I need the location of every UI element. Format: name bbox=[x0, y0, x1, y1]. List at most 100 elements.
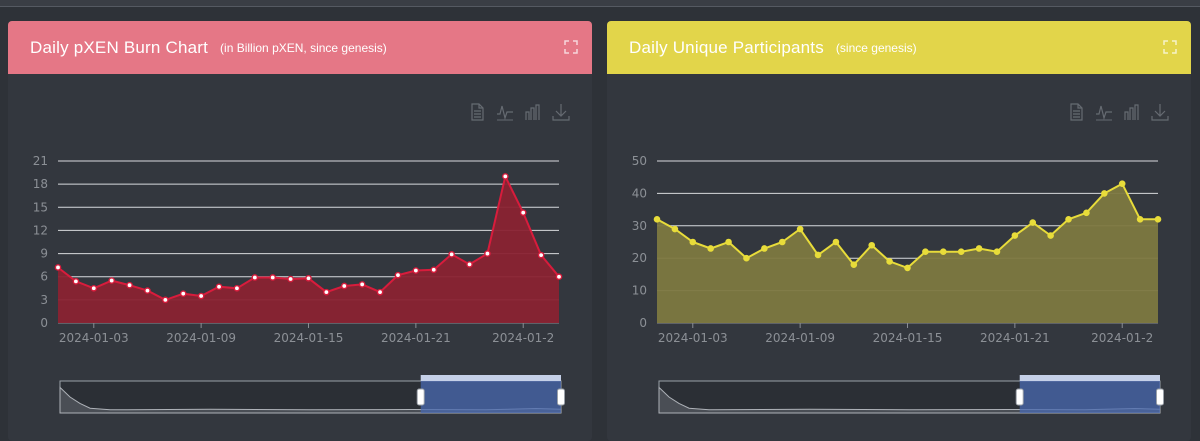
data-point[interactable] bbox=[904, 264, 911, 272]
data-point[interactable] bbox=[707, 245, 714, 252]
chart-toolbox bbox=[468, 103, 570, 121]
data-point[interactable] bbox=[126, 281, 133, 289]
data-point[interactable] bbox=[466, 261, 473, 268]
y-tick-label: 40 bbox=[632, 186, 647, 200]
data-point[interactable] bbox=[162, 296, 169, 304]
data-point[interactable] bbox=[1118, 180, 1126, 187]
participants-chart: 0 10 20 30 40 50 2024-01-03 2024-01-09 2024-01-1… bbox=[632, 154, 1164, 414]
series-area bbox=[657, 183, 1158, 323]
data-point[interactable] bbox=[269, 274, 277, 281]
data-point[interactable] bbox=[394, 271, 402, 279]
zoom-handle[interactable] bbox=[1156, 388, 1164, 406]
data-point[interactable] bbox=[519, 209, 527, 216]
top-strip bbox=[0, 0, 1200, 7]
data-point[interactable] bbox=[197, 292, 205, 300]
x-tick-label: 2024-01-15 bbox=[274, 331, 344, 345]
zoom-handle[interactable] bbox=[1015, 388, 1024, 406]
zoom-move-bar[interactable] bbox=[1019, 375, 1160, 381]
data-point[interactable] bbox=[537, 251, 545, 259]
data-view-icon[interactable] bbox=[1067, 103, 1085, 121]
data-point[interactable] bbox=[555, 273, 563, 281]
data-point[interactable] bbox=[850, 261, 858, 268]
bar-chart-icon[interactable] bbox=[1123, 103, 1141, 121]
x-tick-label: 2024-01-15 bbox=[873, 331, 943, 345]
expand-icon[interactable] bbox=[1163, 40, 1177, 54]
data-point[interactable] bbox=[922, 248, 929, 256]
data-point[interactable] bbox=[886, 258, 893, 265]
data-point[interactable] bbox=[653, 216, 661, 223]
y-tick-label: 3 bbox=[40, 293, 48, 307]
x-tick-label: 2024-01-09 bbox=[765, 331, 835, 345]
data-point[interactable] bbox=[1136, 216, 1144, 223]
data-point[interactable] bbox=[975, 245, 983, 252]
y-tick-label: 21 bbox=[33, 154, 48, 168]
zoom-window[interactable] bbox=[1019, 381, 1160, 413]
data-point[interactable] bbox=[689, 238, 697, 246]
data-point[interactable] bbox=[1154, 216, 1162, 223]
data-point[interactable] bbox=[90, 284, 98, 292]
y-tick-label: 12 bbox=[33, 223, 48, 237]
x-tick-label: 2024-01-03 bbox=[658, 331, 728, 345]
data-point[interactable] bbox=[233, 284, 241, 292]
line-chart-icon[interactable] bbox=[1095, 103, 1113, 121]
data-point[interactable] bbox=[1029, 219, 1037, 226]
data-point[interactable] bbox=[832, 238, 840, 246]
expand-icon[interactable] bbox=[564, 40, 578, 54]
data-point[interactable] bbox=[430, 266, 438, 274]
data-point[interactable] bbox=[957, 248, 965, 256]
data-point[interactable] bbox=[743, 254, 750, 262]
data-point[interactable] bbox=[778, 238, 786, 246]
data-point[interactable] bbox=[671, 225, 679, 233]
data-point[interactable] bbox=[868, 241, 876, 249]
x-tick-label: 2024-01-21 bbox=[980, 331, 1050, 345]
data-point[interactable] bbox=[412, 267, 420, 274]
data-point[interactable] bbox=[1065, 216, 1072, 223]
data-point[interactable] bbox=[215, 283, 223, 291]
bar-chart-icon[interactable] bbox=[524, 103, 542, 121]
data-point[interactable] bbox=[796, 225, 804, 233]
data-point[interactable] bbox=[179, 290, 187, 297]
data-point[interactable] bbox=[323, 288, 330, 296]
y-tick-label: 0 bbox=[639, 316, 647, 330]
data-point[interactable] bbox=[108, 277, 115, 284]
data-point[interactable] bbox=[814, 251, 822, 259]
chart-toolbox bbox=[1067, 103, 1169, 121]
data-point[interactable] bbox=[251, 274, 259, 281]
data-point[interactable] bbox=[1011, 232, 1019, 239]
y-tick-label: 0 bbox=[40, 316, 48, 330]
data-point[interactable] bbox=[358, 281, 366, 288]
data-point[interactable] bbox=[1083, 209, 1090, 217]
zoom-handle[interactable] bbox=[416, 388, 425, 406]
panel-header: Daily Unique Participants (since genesis… bbox=[607, 21, 1191, 74]
data-point[interactable] bbox=[1101, 190, 1108, 197]
y-tick-label: 10 bbox=[632, 284, 647, 298]
data-point[interactable] bbox=[448, 251, 455, 258]
y-tick-label: 20 bbox=[632, 251, 647, 265]
data-point[interactable] bbox=[287, 275, 294, 283]
download-icon[interactable] bbox=[1151, 103, 1169, 121]
data-point[interactable] bbox=[484, 250, 491, 257]
panel-header: Daily pXEN Burn Chart (in Billion pXEN, … bbox=[8, 21, 592, 74]
zoom-handle[interactable] bbox=[557, 388, 565, 406]
data-point[interactable] bbox=[993, 248, 1001, 256]
data-point[interactable] bbox=[144, 287, 151, 294]
data-point[interactable] bbox=[376, 288, 384, 296]
data-point[interactable] bbox=[502, 173, 509, 180]
zoom-move-bar[interactable] bbox=[420, 375, 561, 381]
data-point[interactable] bbox=[761, 245, 768, 252]
data-view-icon[interactable] bbox=[468, 103, 486, 121]
data-point[interactable] bbox=[939, 248, 947, 256]
burn-chart: 0 3 6 9 12 15 18 21 2024-01-03 2024-01-09 2024-01-… bbox=[33, 154, 565, 414]
download-icon[interactable] bbox=[552, 103, 570, 121]
x-tick-label: 2024-01-09 bbox=[166, 331, 236, 345]
line-chart-icon[interactable] bbox=[496, 103, 514, 121]
data-point[interactable] bbox=[340, 282, 348, 290]
data-point[interactable] bbox=[305, 274, 312, 282]
data-point[interactable] bbox=[1047, 232, 1054, 239]
y-tick-label: 15 bbox=[33, 200, 48, 214]
data-point[interactable] bbox=[725, 238, 732, 246]
data-point[interactable] bbox=[72, 278, 80, 285]
data-point[interactable] bbox=[54, 264, 62, 271]
zoom-window[interactable] bbox=[420, 381, 561, 413]
panel-title: Daily Unique Participants bbox=[629, 37, 824, 57]
